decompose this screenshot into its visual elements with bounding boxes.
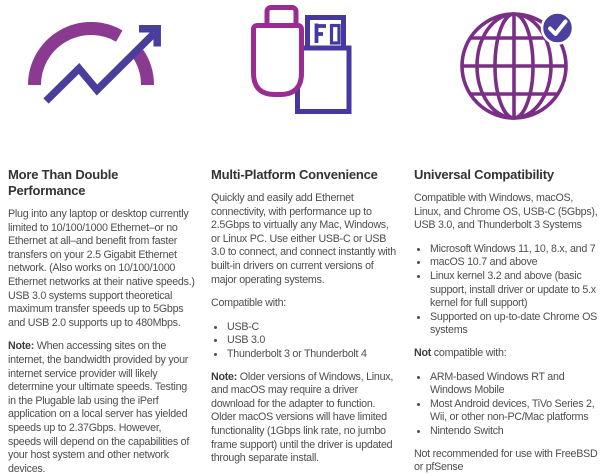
column-title: Multi-Platform Convenience [211, 167, 378, 182]
note-text: Older versions of Windows, Linux, and ma… [211, 370, 394, 465]
list-item: Thunderbolt 3 or Thunderbolt 4 [226, 348, 399, 362]
icon-area [8, 0, 196, 160]
icon-area [414, 0, 602, 160]
speedometer-growth-icon [28, 22, 161, 104]
usb-a-contacts [314, 23, 326, 43]
globe [460, 12, 568, 120]
list-item: Nintendo Switch [429, 425, 602, 439]
list-item: Most Android devices, TiVo Series 2, Wii… [429, 398, 602, 425]
globe-checkmark-icon [460, 11, 575, 120]
list-item: Microsoft Windows 11, 10, 8.x, and 7 [429, 243, 602, 257]
list-item: Linux kernel 3.2 and above (basic suppor… [429, 270, 602, 311]
check-icon [548, 19, 568, 36]
column-note: Note: Older versions of Windows, Linux, … [211, 371, 399, 466]
check-badge [540, 11, 575, 45]
list-item: macOS 10.7 and above [429, 256, 602, 270]
gauge-arc [28, 22, 123, 86]
feature-column-compatibility: Universal Compatibility Compatible with … [414, 0, 602, 476]
gauge-arc-fragment [132, 49, 154, 86]
icon-area [211, 0, 399, 160]
not-label-bold: Not [414, 346, 432, 359]
not-compatible-list: ARM-based Windows RT and Windows Mobile … [414, 371, 602, 439]
list-item: USB-C [226, 321, 399, 335]
usb-connectors-icon [251, 5, 352, 114]
feature-column-performance: More Than Double Performance Plug into a… [8, 0, 196, 476]
trend-arrow [43, 24, 161, 104]
compatible-with-label: Compatible with: [211, 297, 287, 310]
feature-column-multiplatform: Multi-Platform Convenience Quickly and e… [211, 0, 399, 476]
usb-a-connector [295, 15, 352, 114]
note-text: When accessing sites on the internet, th… [8, 340, 190, 475]
column-body: Compatible with Windows, macOS, Linux, a… [414, 192, 598, 232]
list-item: ARM-based Windows RT and Windows Mobile [429, 371, 602, 398]
list-item: USB 3.0 [226, 334, 399, 348]
column-body: Plug into any laptop or desktop currentl… [8, 208, 195, 329]
column-note: Note: When accessing sites on the intern… [8, 340, 196, 476]
column-title: Universal Compatibility [414, 167, 554, 182]
not-compatible-label: Not compatible with: [414, 347, 602, 361]
list-item: Supported on up-to-date Chrome OS system… [429, 311, 602, 338]
note-label: Note: [211, 370, 238, 383]
column-body: Quickly and easily add Ethernet connecti… [211, 192, 396, 286]
not-label-rest: compatible with: [433, 346, 507, 359]
compatible-list: USB-C USB 3.0 Thunderbolt 3 or Thunderbo… [211, 321, 399, 362]
usb-a-slot [329, 23, 341, 45]
note-label: Note: [8, 340, 35, 353]
compatible-list: Microsoft Windows 11, 10, 8.x, and 7 mac… [414, 243, 602, 338]
column-title: More Than Double Performance [8, 167, 119, 198]
column-footnote: Not recommended for use with FreeBSD or … [414, 447, 598, 474]
feature-section: More Than Double Performance Plug into a… [0, 0, 610, 456]
usb-c-connector [251, 5, 304, 97]
